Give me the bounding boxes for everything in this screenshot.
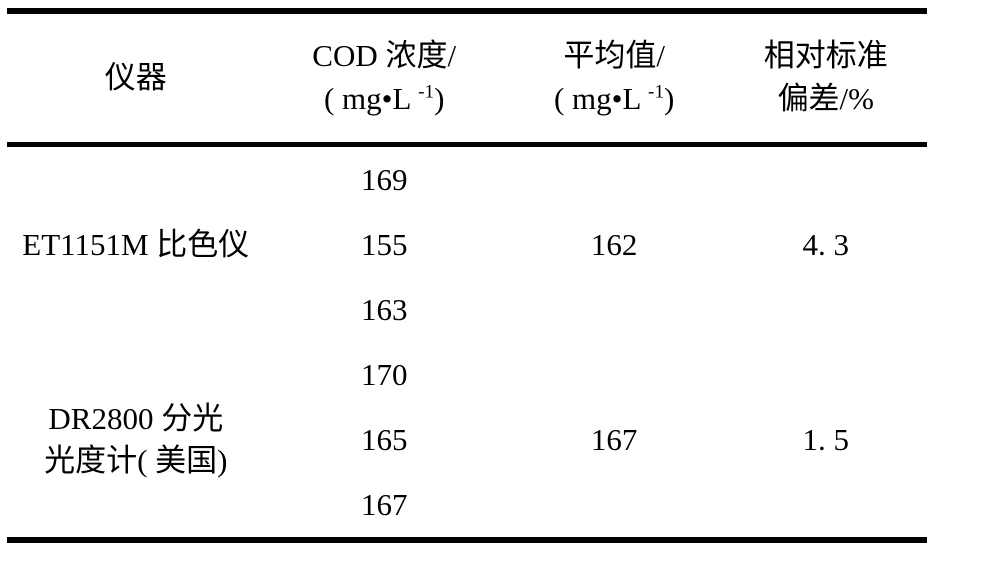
instrument-name-line: ET1151M 比色仪 [22, 226, 250, 262]
column-header-label: COD 浓度/ [312, 38, 457, 74]
column-header-label: 平均值/ [563, 38, 665, 74]
mean-value-cell: 162 [590, 226, 638, 262]
unit-label: ( mg•L -1) [553, 81, 675, 116]
column-header-mean: 平均值/ ( mg•L -1) [503, 11, 725, 147]
column-header-label: 仪器 [104, 59, 167, 95]
table-row: 163 [7, 277, 927, 342]
cod-value-cell: 167 [360, 486, 408, 522]
table-header: 仪器 COD 浓度/ ( mg•L -1) 平均值/ ( mg•L -1) 相对… [7, 11, 927, 147]
table-row: 155 [7, 212, 927, 277]
column-header-label: 偏差/% [777, 81, 874, 116]
instrument-name-cell: DR2800 分光 光度计( 美国) [7, 342, 265, 540]
cod-value-cell: 163 [360, 291, 408, 327]
superscript-exponent: -1 [648, 81, 665, 103]
table-row: DR2800 分光 光度计( 美国) 170 167 1. 5 [7, 342, 927, 478]
column-header-instrument: 仪器 [7, 11, 265, 147]
instrument-name-line: DR2800 分光 [48, 400, 224, 436]
column-header-rsd: 相对标准 偏差/% [724, 11, 927, 147]
rsd-value-cell: 4. 3 [802, 226, 850, 262]
rsd-value-cell: 1. 5 [802, 421, 850, 457]
column-header-label: 相对标准 [763, 38, 888, 74]
unit-label: ( mg•L -1) [323, 81, 445, 116]
table-row: 167 [7, 472, 927, 540]
table-row: ET1151M 比色仪 169 162 4. 3 [7, 145, 927, 262]
cod-value-cell: 169 [360, 161, 408, 197]
cod-value-cell: 165 [360, 421, 408, 457]
header-row: 仪器 COD 浓度/ ( mg•L -1) 平均值/ ( mg•L -1) 相对… [7, 11, 927, 147]
table-row: 165 [7, 407, 927, 472]
table-body: ET1151M 比色仪 169 162 4. 3 155 163 DR2800 … [7, 145, 927, 541]
column-header-cod-concentration: COD 浓度/ ( mg•L -1) [264, 11, 504, 147]
mean-value-cell: 167 [590, 421, 638, 457]
cod-value-cell: 170 [360, 356, 408, 392]
cod-comparison-table: 仪器 COD 浓度/ ( mg•L -1) 平均值/ ( mg•L -1) 相对… [7, 8, 927, 543]
superscript-exponent: -1 [418, 81, 435, 103]
instrument-name-line: 光度计( 美国) [44, 442, 228, 478]
cod-value-cell: 155 [360, 226, 408, 262]
instrument-name-cell: ET1151M 比色仪 [7, 145, 265, 343]
